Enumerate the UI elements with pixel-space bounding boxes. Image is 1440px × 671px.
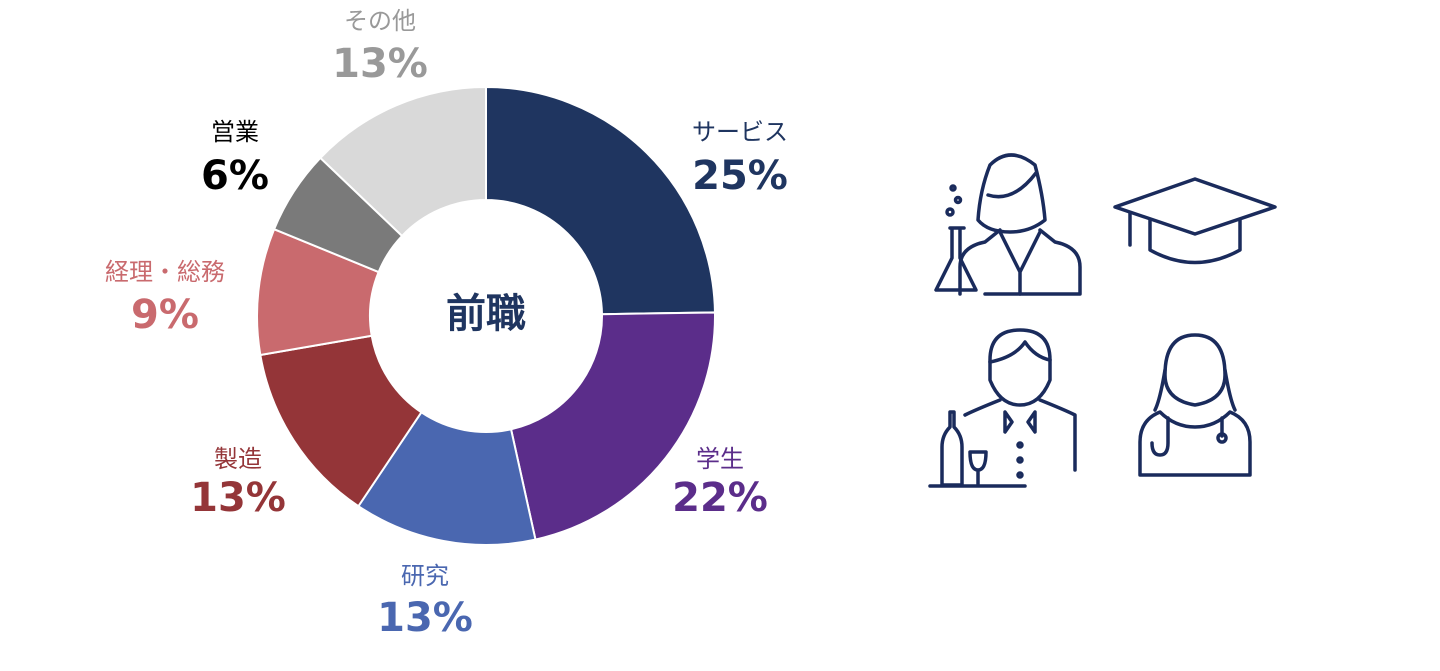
slice-name: 研究 (401, 562, 449, 590)
slice-name: その他 (344, 7, 416, 35)
icon-doctor (1138, 333, 1252, 477)
slice-name: 営業 (211, 118, 259, 146)
value-label: 22% (672, 475, 768, 521)
value-label: 25% (692, 153, 788, 199)
donut (256, 85, 716, 546)
center-label: 前職 (446, 291, 526, 337)
slice-name: サービス (692, 118, 788, 146)
value-label: 13% (190, 475, 286, 521)
icon-graduation (1113, 177, 1277, 265)
slice (485, 85, 716, 316)
value-label: 13% (332, 41, 428, 87)
slice (318, 85, 487, 238)
value-label: 6% (201, 153, 269, 199)
value-label: 9% (131, 292, 199, 338)
value-label: 13% (377, 595, 473, 641)
icon-scientist (934, 153, 1082, 296)
icon-waiter (928, 328, 1077, 488)
slice (509, 311, 716, 541)
slice-name: 製造 (214, 445, 262, 473)
slice-name: 経理・総務 (105, 258, 225, 286)
slice-name: 学生 (696, 445, 744, 473)
